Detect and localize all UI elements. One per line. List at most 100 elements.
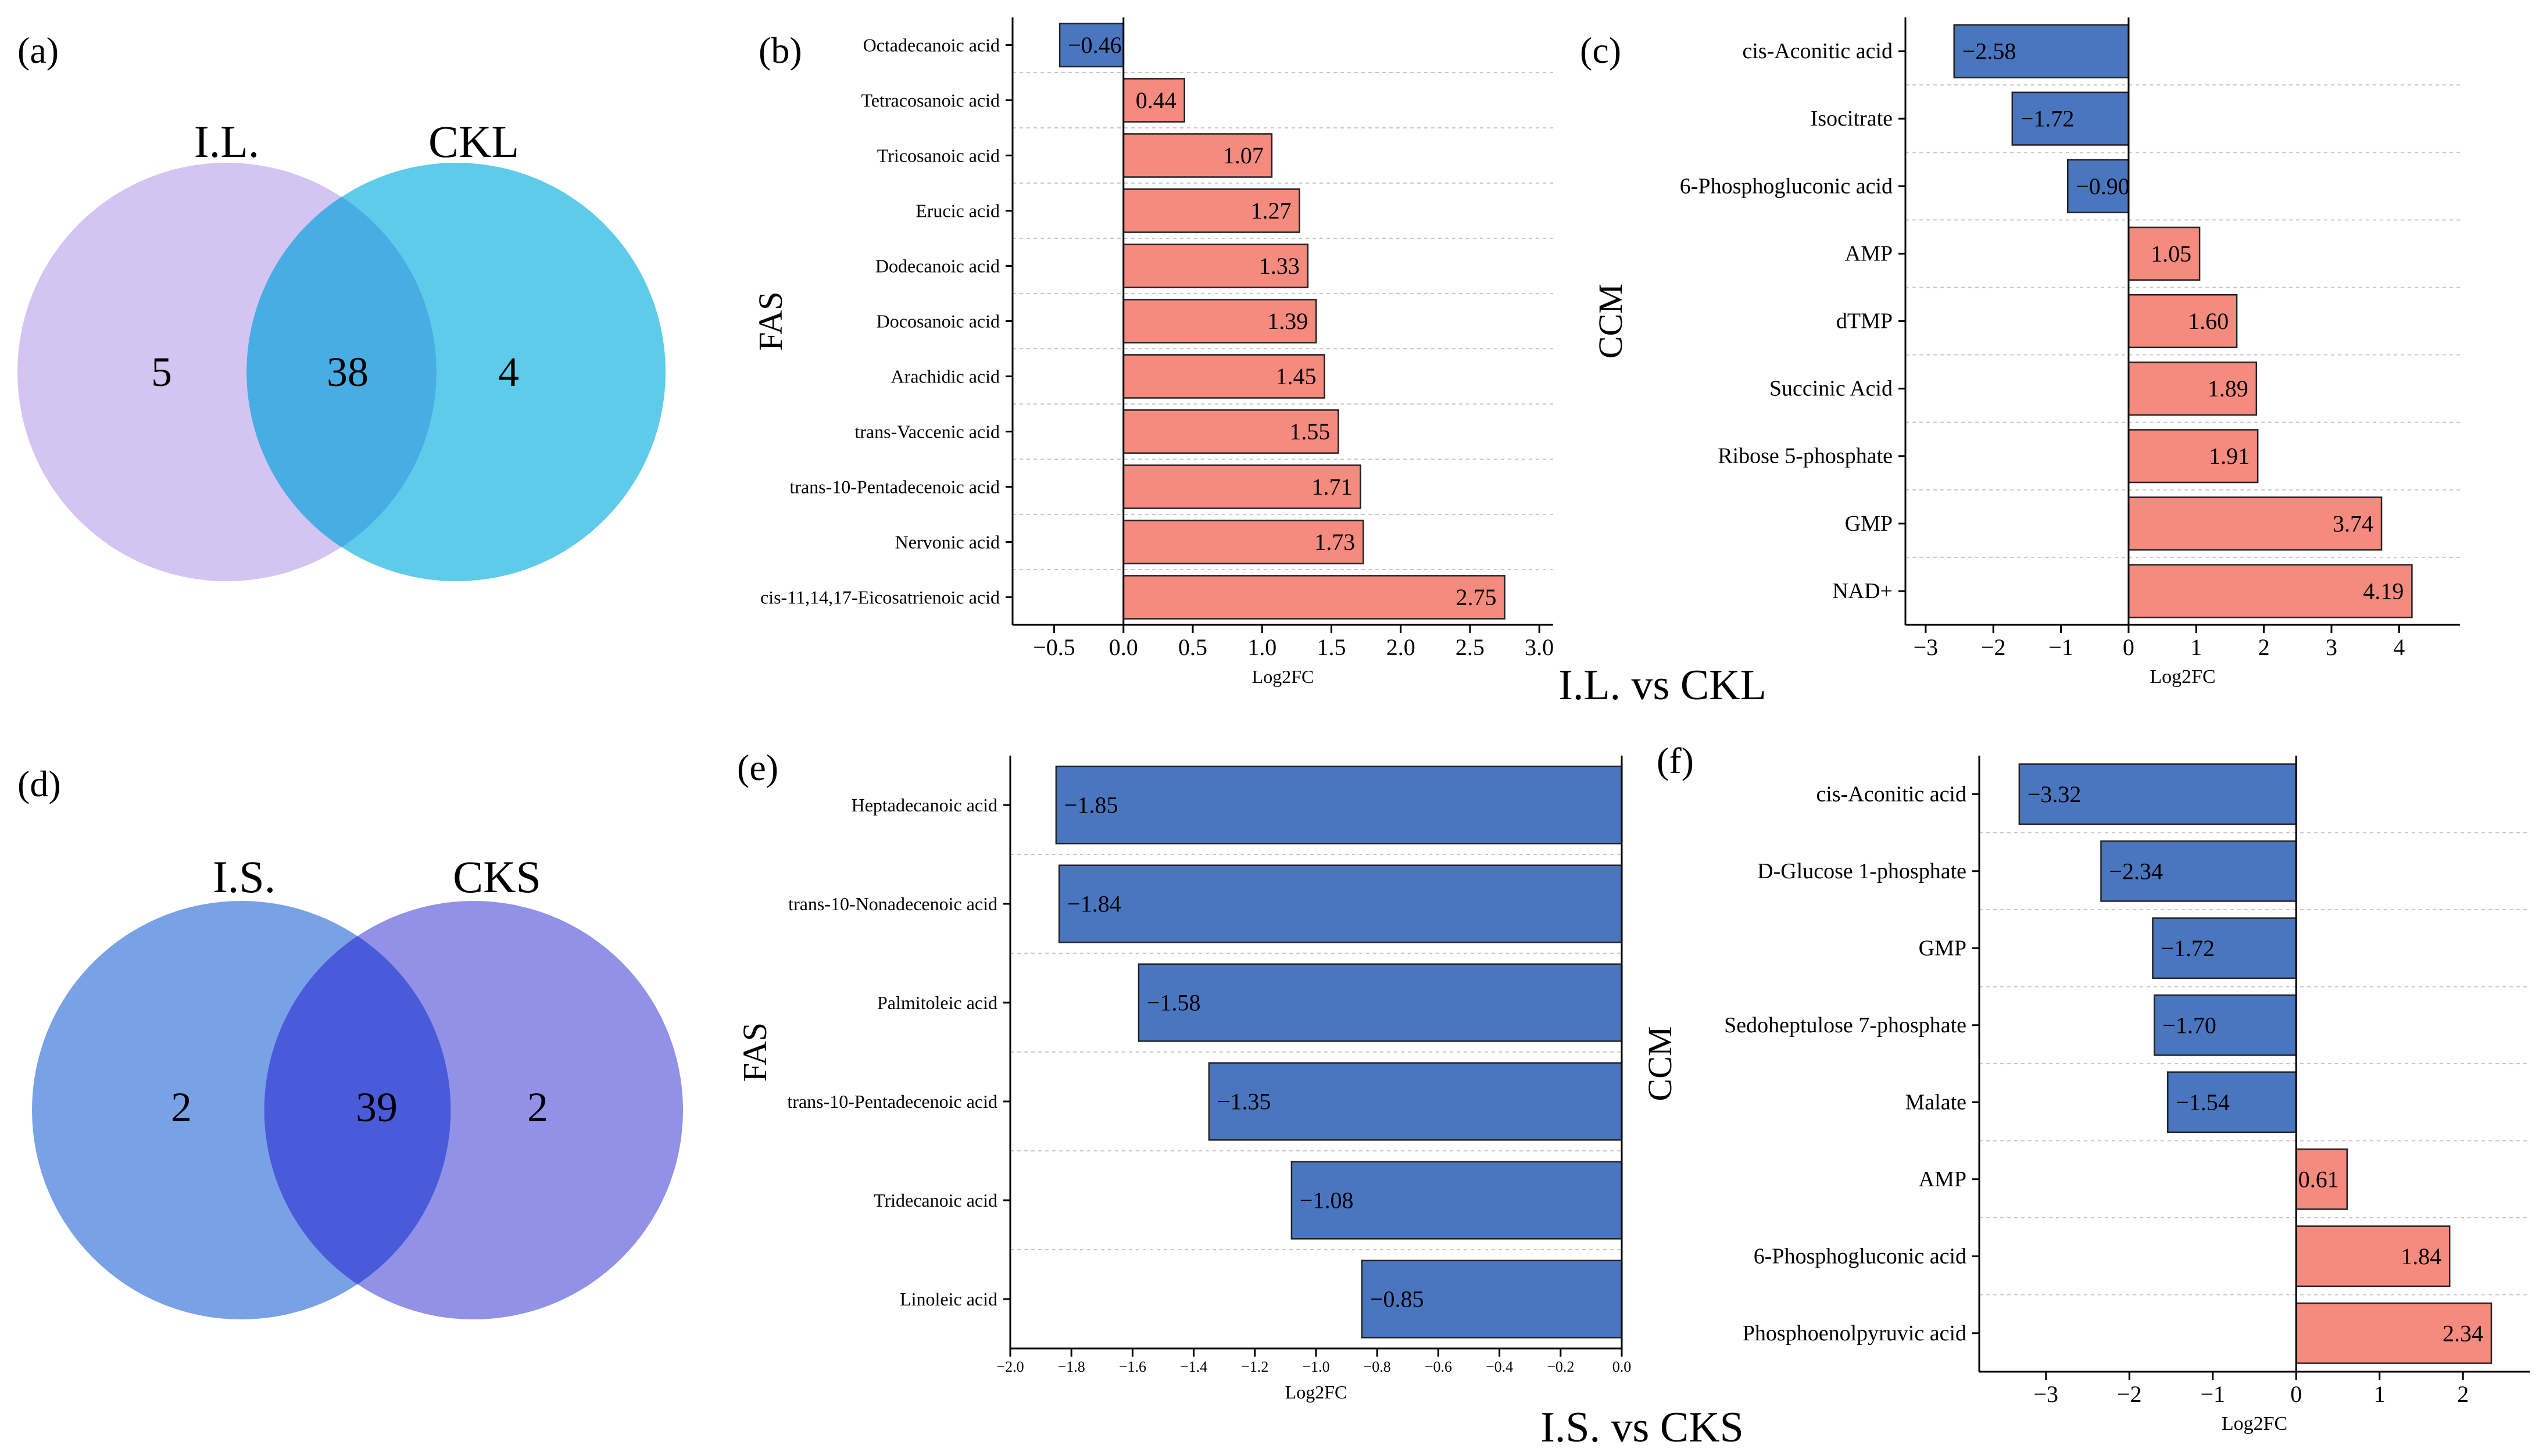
chart-e-category-label: trans-10-Nonadecenoic acid xyxy=(788,893,997,914)
chart-b-value-label: −0.46 xyxy=(1068,32,1122,58)
chart-f-bar xyxy=(2154,994,2297,1056)
chart-f-group-title: CCM xyxy=(1641,1026,1679,1101)
chart-e-x-tick-label: −0.2 xyxy=(1547,1358,1574,1375)
venn-d-shared-count: 39 xyxy=(356,1084,398,1131)
venn-a-right-title: CKL xyxy=(428,116,519,167)
chart-c-value-label: 1.05 xyxy=(2151,241,2191,267)
chart-c-x-axis-title: Log2FC xyxy=(2150,666,2215,688)
chart-e-x-tick-label: −1.0 xyxy=(1302,1358,1329,1375)
chart-b-category-label: Dodecanoic acid xyxy=(875,256,1000,277)
chart-f-bar xyxy=(2152,917,2297,979)
chart-b-value-label: 2.75 xyxy=(1456,584,1497,610)
chart-b-group-title: FAS xyxy=(752,291,789,350)
chart-e-category-label: Tridecanoic acid xyxy=(874,1190,997,1211)
chart-b-value-label: 1.71 xyxy=(1312,474,1353,500)
chart-f-category-label: GMP xyxy=(1919,936,1966,960)
chart-f-bar xyxy=(2018,763,2297,825)
chart-f-value-label: 1.84 xyxy=(2401,1243,2441,1269)
chart-b-bar xyxy=(1122,244,1309,288)
chart-e-x-tick-label: −1.6 xyxy=(1119,1358,1146,1375)
chart-f-category-label: Phosphoenolpyruvic acid xyxy=(1743,1321,1966,1346)
chart-f-x-tick-label: 2 xyxy=(2457,1381,2469,1407)
bar-chart-e: (e) FAS Heptadecanoic acid −1.85 trans-10-No… xyxy=(736,747,1631,1403)
panel-label-c: (c) xyxy=(1580,30,1621,71)
chart-e-x-tick-label: −0.8 xyxy=(1364,1358,1391,1375)
chart-e-value-label: −1.84 xyxy=(1067,891,1121,917)
chart-b-x-axis-title: Log2FC xyxy=(1252,666,1314,687)
venn-d-right-title: CKS xyxy=(453,852,541,902)
chart-c-value-label: 1.91 xyxy=(2209,443,2250,469)
chart-c-value-label: −2.58 xyxy=(1962,38,2016,65)
chart-c-value-label: 4.19 xyxy=(2363,578,2404,604)
chart-e-x-tick-label: −0.6 xyxy=(1425,1358,1452,1375)
venn-a-right-only-count: 4 xyxy=(498,349,519,395)
panel-label-f: (f) xyxy=(1657,740,1694,781)
chart-b-category-label: Nervonic acid xyxy=(895,532,1000,553)
chart-e-bar xyxy=(1138,963,1623,1042)
chart-f-value-label: −3.32 xyxy=(2027,781,2082,807)
chart-e-value-label: −1.35 xyxy=(1217,1089,1271,1115)
chart-f-value-label: 0.61 xyxy=(2298,1166,2339,1192)
venn-d-right-only-count: 2 xyxy=(527,1084,548,1131)
chart-c-category-label: Succinic Acid xyxy=(1769,377,1893,401)
chart-f-value-label: −1.70 xyxy=(2162,1012,2216,1038)
chart-c-bar xyxy=(2011,91,2130,146)
chart-f-x-axis-title: Log2FC xyxy=(2222,1413,2287,1434)
chart-b-value-label: 1.45 xyxy=(1276,363,1317,389)
chart-b-value-label: 1.07 xyxy=(1223,142,1264,169)
panel-label-a: (a) xyxy=(17,30,59,71)
chart-b-value-label: 1.39 xyxy=(1267,308,1308,334)
panel-label-d: (d) xyxy=(17,763,61,804)
chart-f-x-tick-label: −1 xyxy=(2200,1381,2225,1407)
chart-e-category-label: Linoleic acid xyxy=(900,1289,997,1310)
chart-e-value-label: −1.58 xyxy=(1147,990,1201,1016)
chart-c-x-tick-label: 2 xyxy=(2258,634,2270,660)
chart-b-category-label: Erucic acid xyxy=(916,201,1000,221)
chart-b-value-label: 1.33 xyxy=(1259,253,1300,279)
chart-c-bar xyxy=(2127,362,2258,416)
chart-c-category-label: Isocitrate xyxy=(1811,106,1893,131)
chart-c-value-label: 3.74 xyxy=(2333,510,2373,536)
chart-c-x-tick-label: 4 xyxy=(2393,634,2405,660)
bar-chart-c: (c) CCM cis-Aconitic acid −2.58 Isocitrate −1… xyxy=(1580,17,2460,688)
venn-diagram-d: (d) I.S. CKS 2 39 2 xyxy=(17,763,683,1319)
venn-a-shared-count: 38 xyxy=(327,349,369,395)
venn-d-left-only-count: 2 xyxy=(171,1084,192,1131)
chart-e-bar xyxy=(1290,1161,1623,1240)
chart-c-bar xyxy=(2127,226,2201,281)
chart-b-x-tick-label: −0.5 xyxy=(1033,634,1075,660)
chart-f-category-label: 6-Phosphogluconic acid xyxy=(1754,1244,1966,1268)
chart-c-bar xyxy=(2127,564,2413,618)
chart-f-category-label: Sedoheptulose 7-phosphate xyxy=(1724,1013,1966,1038)
chart-e-x-tick-label: −2.0 xyxy=(996,1358,1024,1375)
chart-c-bar xyxy=(2127,429,2259,484)
panel-label-e: (e) xyxy=(737,747,778,788)
chart-c-group-title: CCM xyxy=(1592,284,1629,359)
chart-b-x-tick-label: 0.0 xyxy=(1109,634,1138,660)
panel-label-b: (b) xyxy=(759,30,802,71)
chart-c-x-tick-label: 3 xyxy=(2326,634,2337,660)
chart-b-category-label: trans-10-Pentadecenoic acid xyxy=(789,477,1000,498)
chart-b-x-tick-label: 1.0 xyxy=(1247,634,1276,660)
chart-c-category-label: AMP xyxy=(1845,241,1893,266)
chart-f-value-label: 2.34 xyxy=(2443,1320,2483,1346)
chart-c-x-tick-label: −1 xyxy=(2048,634,2073,660)
chart-c-category-label: cis-Aconitic acid xyxy=(1742,39,1893,63)
chart-e-category-label: Palmitoleic acid xyxy=(877,992,997,1013)
venn-d-left-title: I.S. xyxy=(213,852,276,902)
chart-f-x-tick-label: −3 xyxy=(2034,1381,2059,1407)
chart-e-x-tick-label: −0.4 xyxy=(1486,1358,1513,1375)
chart-e-x-tick-label: 0.0 xyxy=(1612,1358,1632,1375)
chart-e-x-tick-label: −1.4 xyxy=(1180,1358,1207,1375)
chart-e-value-label: −1.08 xyxy=(1300,1187,1354,1214)
chart-c-value-label: −0.90 xyxy=(2076,173,2130,199)
chart-b-category-label: trans-Vaccenic acid xyxy=(854,421,1000,442)
chart-b-bar xyxy=(1122,520,1364,564)
chart-b-category-label: Tricosanoic acid xyxy=(877,145,1000,166)
chart-b-value-label: 1.27 xyxy=(1251,198,1292,224)
chart-c-bar xyxy=(2127,294,2238,349)
chart-c-value-label: −1.72 xyxy=(2021,106,2075,132)
chart-e-value-label: −0.85 xyxy=(1370,1286,1424,1312)
bar-chart-f: (f) CCM cis-Aconitic acid −3.32 D-Glucose 1-… xyxy=(1641,740,2530,1434)
